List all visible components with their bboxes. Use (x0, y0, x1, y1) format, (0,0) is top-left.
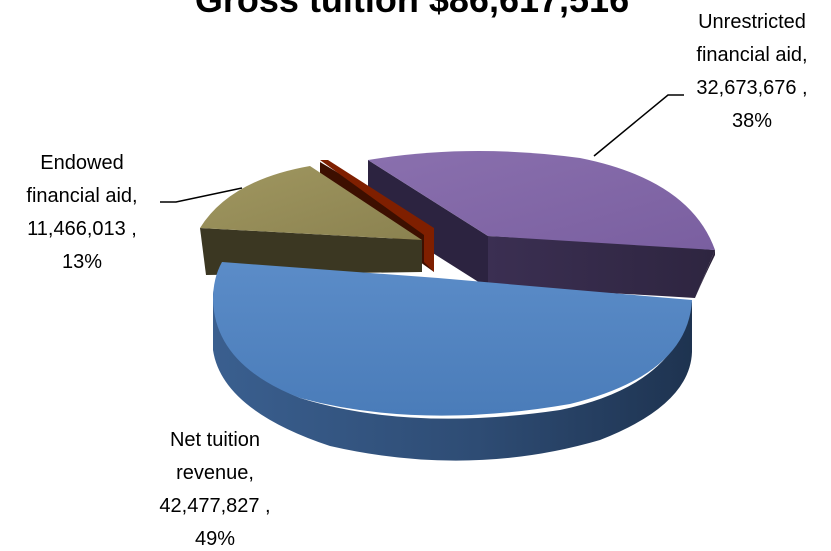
data-label-line: revenue, (176, 462, 254, 484)
data-label-net-tuition: Net tuition revenue, 42,477,827 , 49% (159, 429, 270, 550)
data-label-line: financial aid, (26, 185, 137, 207)
data-label-line: 32,673,676 , (696, 77, 807, 99)
slice-unrestricted-financial-aid (368, 150, 715, 298)
data-label-line: Unrestricted (698, 11, 806, 33)
data-label-unrestricted: Unrestricted financial aid, 32,673,676 ,… (696, 11, 807, 132)
data-label-line: financial aid, (696, 44, 807, 66)
chart-title: Gross tuition $86,617,516 (195, 0, 629, 20)
data-label-line: 49% (195, 528, 235, 550)
data-label-line: Net tuition (170, 429, 260, 451)
slice-unrestricted-side (488, 236, 715, 298)
data-label-line: 11,466,013 , (27, 218, 137, 240)
slice-endowed-financial-aid (200, 166, 422, 275)
slice-other-top (320, 160, 434, 272)
data-label-line: 42,477,827 , (159, 495, 270, 517)
leader-line-endowed (160, 187, 243, 203)
data-label-endowed: Endowed financial aid, 11,466,013 , 13% (26, 152, 137, 273)
data-label-line: 38% (732, 110, 772, 132)
slice-unrestricted-outer (695, 250, 715, 298)
slice-net-tuition-side (213, 290, 692, 461)
slice-net-tuition-revenue (213, 262, 692, 461)
slice-unrestricted-top (368, 150, 715, 250)
slice-endowed-side (200, 228, 422, 275)
data-label-line: Endowed (40, 152, 123, 174)
slice-unrestricted-side-left (368, 160, 488, 288)
slice-endowed-top (200, 166, 422, 240)
slice-net-tuition-top (213, 262, 692, 416)
data-label-line: 13% (62, 251, 102, 273)
leader-line-unrestricted (593, 94, 684, 157)
